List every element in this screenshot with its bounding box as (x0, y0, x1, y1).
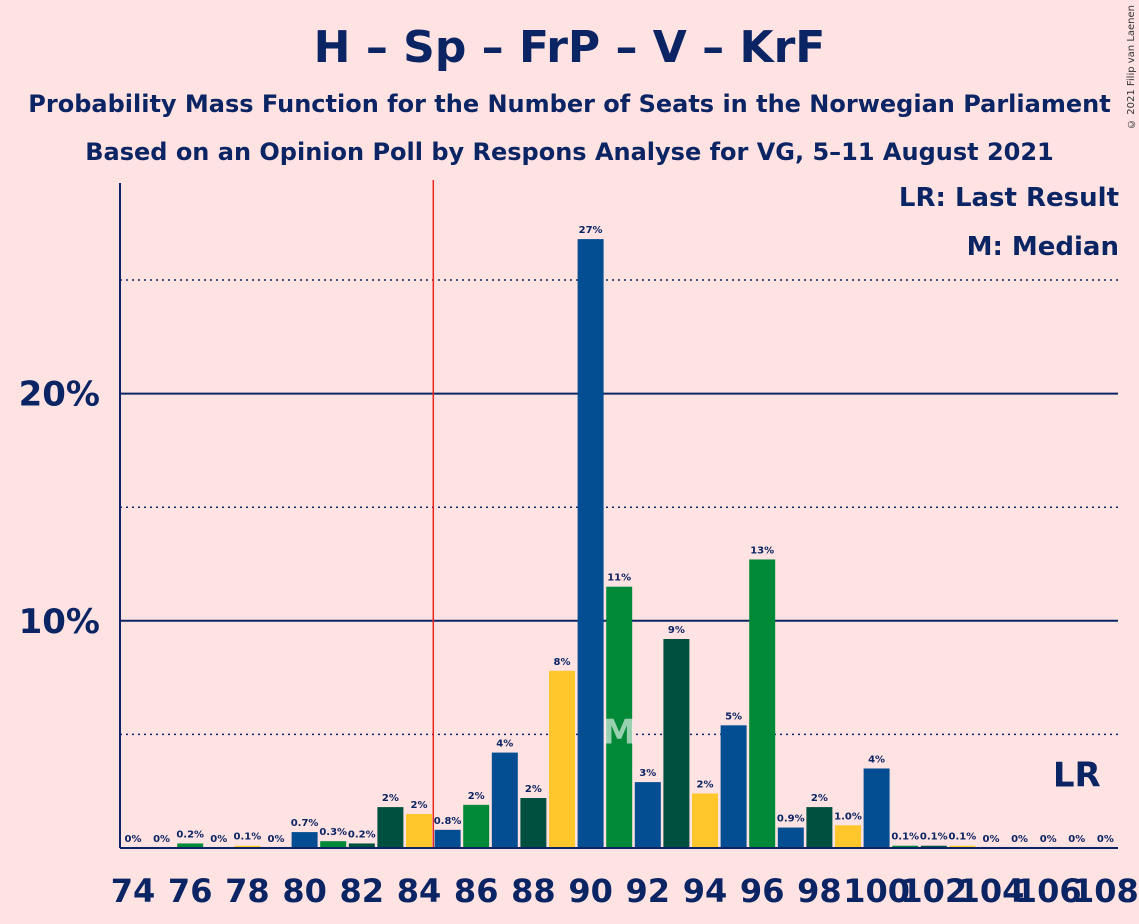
median-marker: M (602, 712, 636, 752)
chart-subtitle-1: Probability Mass Function for the Number… (28, 90, 1111, 118)
bar-label-seat-78: 0.1% (234, 832, 262, 843)
bar-label-seat-95: 5% (725, 711, 742, 722)
bar-label-seat-98: 2% (811, 793, 828, 804)
bar-label-seat-79: 0% (268, 834, 285, 845)
bar-label-seat-108: 0% (1097, 834, 1114, 845)
chart-title: H – Sp – FrP – V – KrF (313, 22, 826, 73)
legend-median: M: Median (966, 232, 1119, 262)
bar-seat-78 (234, 845, 261, 848)
legend-last-result: LR: Last Result (898, 183, 1119, 213)
bar-seat-83 (377, 807, 404, 848)
x-tick-label: 102 (900, 872, 967, 910)
bar-label-seat-106: 0% (1040, 834, 1057, 845)
bar-seat-92 (634, 782, 661, 848)
bar-seat-101 (892, 845, 919, 848)
bar-label-seat-101: 0.1% (891, 832, 919, 843)
bar-seat-86 (463, 804, 490, 848)
bar-seat-96 (749, 559, 776, 848)
bar-label-seat-86: 2% (468, 791, 485, 802)
x-tick-label: 80 (282, 872, 327, 910)
bar-seat-93 (663, 638, 690, 848)
bar-label-seat-85: 0.8% (434, 816, 462, 827)
x-tick-label: 84 (397, 872, 442, 910)
bar-seat-81 (320, 841, 347, 848)
x-tick-label: 92 (626, 872, 671, 910)
last-result-marker: LR (1053, 756, 1101, 796)
bar-label-seat-97: 0.9% (777, 814, 805, 825)
bar-seat-80 (291, 832, 318, 848)
bar-seat-91 (606, 586, 633, 848)
bar-label-seat-99: 1.0% (834, 811, 862, 822)
bar-seat-84 (406, 813, 432, 848)
x-tick-label: 82 (340, 872, 385, 910)
bar-seat-95 (720, 725, 747, 848)
bar-seat-97 (777, 827, 804, 848)
bar-label-seat-89: 8% (554, 657, 571, 668)
x-tick-label: 74 (111, 872, 156, 910)
bar-label-seat-74: 0% (125, 834, 142, 845)
bar-seat-85 (434, 829, 461, 848)
bar-label-seat-93: 9% (668, 625, 685, 636)
bar-seat-87 (491, 752, 518, 848)
bar-label-seat-80: 0.7% (291, 818, 319, 829)
bar-seat-98 (806, 807, 833, 848)
x-tick-label: 98 (797, 872, 842, 910)
bar-label-seat-87: 4% (496, 739, 513, 750)
bar-label-seat-84: 2% (411, 800, 428, 811)
bar-label-seat-91: 11% (607, 573, 631, 584)
chart-subtitle-2: Based on an Opinion Poll by Respons Anal… (85, 138, 1054, 166)
bar-label-seat-105: 0% (1011, 834, 1028, 845)
x-tick-label: 78 (225, 872, 270, 910)
bar-label-seat-77: 0% (210, 834, 227, 845)
bar-label-seat-96: 13% (750, 545, 774, 556)
bar-label-seat-83: 2% (382, 793, 399, 804)
x-tick-label: 88 (511, 872, 556, 910)
x-tick-label: 90 (568, 872, 613, 910)
y-tick-label: 20% (19, 375, 100, 415)
bar-seat-94 (692, 793, 718, 848)
x-tick-label: 106 (1015, 872, 1082, 910)
x-tick-label: 94 (683, 872, 728, 910)
bar-seat-90 (577, 239, 604, 848)
bar-label-seat-92: 3% (639, 768, 656, 779)
bar-label-seat-76: 0.2% (176, 829, 204, 840)
x-tick-label: 104 (958, 872, 1025, 910)
bar-label-seat-100: 4% (868, 754, 885, 765)
bar-seat-88 (520, 798, 547, 848)
bar-seat-76 (177, 843, 204, 848)
bar-seat-82 (348, 843, 375, 848)
bar-label-seat-94: 2% (697, 779, 714, 790)
bar-seat-102 (920, 845, 947, 848)
x-tick-label: 96 (740, 872, 785, 910)
bar-label-seat-103: 0.1% (949, 832, 977, 843)
x-tick-label: 76 (168, 872, 213, 910)
bar-label-seat-75: 0% (153, 834, 170, 845)
bar-label-seat-104: 0% (983, 834, 1000, 845)
bar-label-seat-88: 2% (525, 784, 542, 795)
bar-label-seat-90: 27% (579, 225, 603, 236)
bar-label-seat-107: 0% (1068, 834, 1085, 845)
bar-seat-89 (549, 670, 575, 848)
bar-seat-99 (835, 825, 861, 848)
bar-label-seat-102: 0.1% (920, 832, 948, 843)
x-tick-label: 86 (454, 872, 499, 910)
x-tick-label: 108 (1072, 872, 1139, 910)
y-tick-label: 10% (19, 602, 100, 642)
bar-label-seat-82: 0.2% (348, 829, 376, 840)
x-tick-label: 100 (843, 872, 910, 910)
bar-seat-103 (949, 845, 976, 848)
bar-label-seat-81: 0.3% (319, 827, 347, 838)
bar-seat-100 (863, 768, 890, 848)
